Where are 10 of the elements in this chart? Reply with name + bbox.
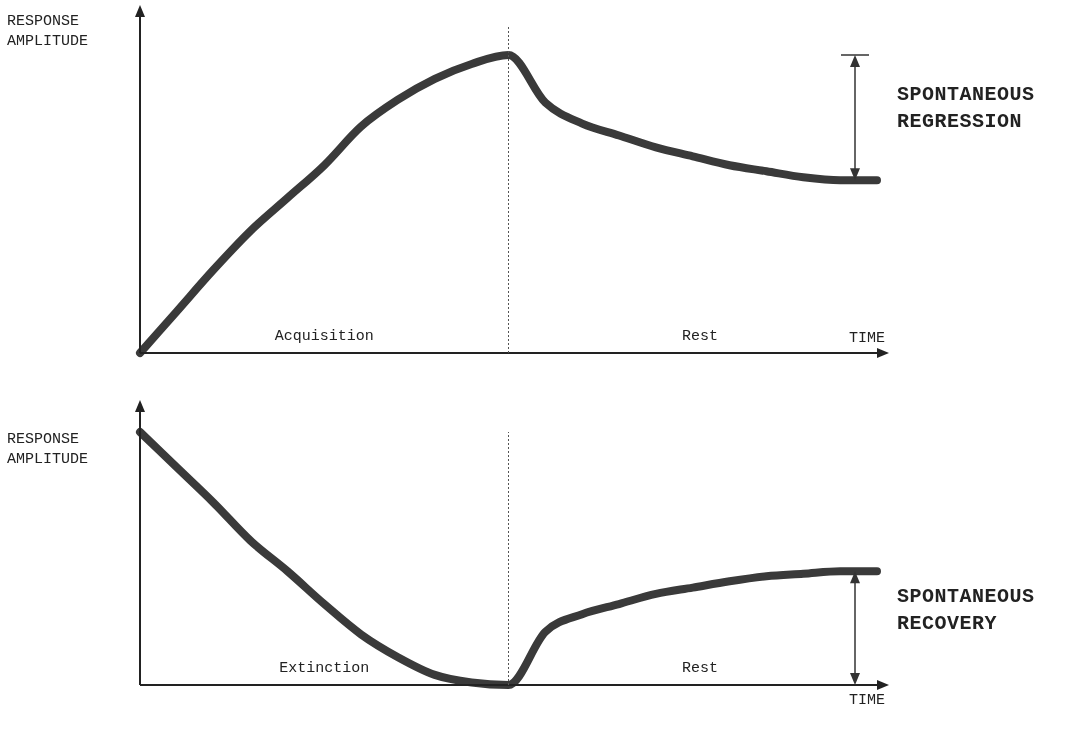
y-axis-title: RESPONSE AMPLITUDE <box>7 12 89 52</box>
x-axis-title: TIME <box>849 691 886 711</box>
text: SPONTANEOUS RECOVERY <box>897 584 1035 638</box>
y-axis-title: RESPONSE AMPLITUDE <box>7 430 89 470</box>
text: SPONTANEOUS REGRESSION <box>897 81 1035 135</box>
annotation: Acquisition <box>274 327 374 347</box>
annotation: Extinction <box>279 659 370 679</box>
annotation: Rest <box>682 659 719 679</box>
x-axis-title: TIME <box>849 329 886 349</box>
annotation: Rest <box>682 327 719 347</box>
